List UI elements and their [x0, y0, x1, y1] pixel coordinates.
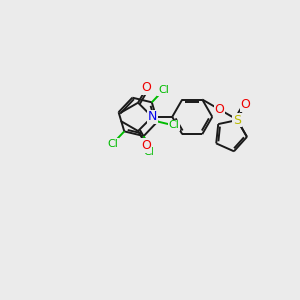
Text: O: O [215, 103, 224, 116]
Text: Cl: Cl [107, 139, 118, 149]
Text: O: O [241, 98, 250, 111]
Text: Cl: Cl [143, 147, 154, 158]
Text: Cl: Cl [169, 121, 179, 130]
Text: O: O [142, 139, 152, 152]
Text: O: O [142, 82, 152, 94]
Text: Cl: Cl [158, 85, 169, 95]
Text: S: S [233, 114, 241, 127]
Text: N: N [148, 110, 157, 123]
